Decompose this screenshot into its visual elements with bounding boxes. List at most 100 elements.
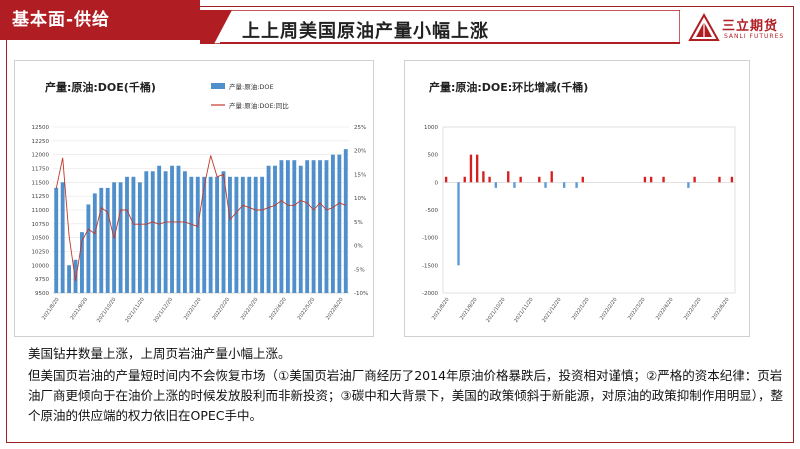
section-tab: 基本面-供给 — [0, 0, 200, 40]
change-bar — [494, 182, 497, 188]
production-bar — [60, 182, 65, 293]
production-bar — [330, 154, 335, 293]
production-bar — [279, 160, 284, 293]
change-bar — [562, 182, 566, 188]
y-right-tick-label: 0% — [354, 244, 363, 250]
x-tick-label: 2021/10/20 — [485, 297, 506, 324]
change-bar — [687, 182, 690, 188]
y-left-tick-label: 12500 — [32, 125, 50, 131]
page-title: 上上周美国原油产量小幅上涨 — [242, 21, 489, 42]
x-tick-label: 2021/11/20 — [513, 297, 534, 324]
production-bar — [253, 176, 258, 293]
commentary-line-1: 美国钻井数量上涨，上周页岩油产量小幅上涨。 — [28, 346, 291, 361]
y-left-tick-label: 9750 — [35, 277, 49, 283]
change-bar — [693, 176, 696, 183]
x-tick-label: 2021/10/20 — [96, 297, 117, 324]
x-tick-label: 2022/6/20 — [711, 297, 731, 321]
company-logo: 三立期货 SANLI FUTURES — [688, 10, 798, 46]
production-bar — [86, 204, 91, 293]
change-bar — [649, 176, 653, 183]
legend-label-bar: 产量:原油:DOE — [229, 82, 274, 91]
x-tick-label: 2022/1/20 — [571, 297, 591, 321]
production-chart: 产量:原油:DOE 产量:原油:DOE:同比 9500 9750 10000 1025… — [32, 82, 369, 324]
production-bar — [298, 165, 303, 293]
x-tick-label: 2021/9/20 — [69, 297, 89, 321]
mountain-logo-icon — [688, 12, 720, 41]
change-bar — [519, 176, 522, 183]
production-bar — [221, 171, 226, 293]
production-bar — [105, 187, 110, 293]
change-bar — [575, 182, 578, 188]
production-bar — [247, 176, 252, 293]
chart-title-change: 产量:原油:DOE:环比增减(千桶) — [429, 81, 589, 94]
production-bar — [208, 176, 213, 293]
change-bar — [581, 176, 584, 183]
y-right-tick-label: 5% — [354, 220, 363, 226]
production-bar — [157, 165, 162, 293]
change-bar — [550, 171, 553, 183]
production-bar — [234, 176, 239, 293]
x-tick-label: 2022/4/20 — [655, 297, 675, 321]
change-bar — [457, 182, 460, 266]
change-bar — [662, 176, 665, 183]
production-bar — [176, 165, 181, 293]
y-tick-label: 0 — [435, 180, 439, 186]
production-bar — [240, 176, 245, 293]
production-bar — [305, 160, 310, 293]
x-tick-label: 2022/5/20 — [297, 297, 317, 321]
production-bar — [285, 160, 290, 293]
production-chart-panel: 产量:原油:DOE(千桶) 产量:原油:DOE 产量:原油:DOE:同比 950… — [14, 60, 374, 337]
production-bar — [54, 187, 59, 293]
production-bar — [131, 176, 136, 293]
y-right-tick-label: 25% — [354, 125, 366, 131]
y-left-tick-label: 11500 — [32, 180, 50, 186]
y-left-tick-label: 12000 — [32, 153, 50, 159]
plot-area — [442, 126, 736, 294]
change-bar — [730, 176, 734, 183]
y-left-tick-label: 10250 — [32, 250, 50, 256]
production-bar — [163, 171, 168, 293]
production-bar — [343, 149, 348, 293]
x-tick-label: 2022/5/20 — [683, 297, 703, 321]
change-bar — [488, 176, 491, 183]
production-bar — [92, 193, 97, 293]
production-bar — [273, 165, 277, 293]
production-bar — [311, 160, 316, 293]
production-bar — [150, 171, 155, 293]
x-tick-label: 2021/12/20 — [153, 297, 174, 324]
commentary: 美国钻井数量上涨，上周页岩油产量小幅上涨。 但美国页岩油的产量短时间内不会恢复市… — [28, 344, 788, 426]
production-bar — [125, 176, 129, 293]
legend-label-line: 产量:原油:DOE:同比 — [229, 101, 289, 110]
production-bar — [67, 265, 72, 293]
production-bar — [337, 154, 342, 293]
y-left-tick-label: 12250 — [32, 139, 50, 145]
y-tick-label: -500 — [426, 208, 439, 214]
chart-title-production: 产量:原油:DOE(千桶) — [45, 81, 156, 94]
change-chart-panel: 产量:原油:DOE:环比增减(千桶) 1000 500 0 -500 -1000 -150… — [404, 60, 750, 337]
yoy-line — [55, 155, 346, 282]
y-tick-label: -1000 — [422, 236, 438, 242]
commentary-line-2: 但美国页岩油的产量短时间内不会恢复市场（①美国页岩油厂商经历了2014年原油价格… — [28, 368, 783, 423]
x-tick-label: 2021/8/20 — [431, 297, 451, 321]
y-left-tick-label: 10750 — [32, 222, 50, 228]
y-tick-label: -2000 — [422, 291, 438, 297]
x-tick-label: 2022/4/20 — [268, 297, 288, 321]
change-bar — [538, 176, 541, 183]
y-tick-label: -1500 — [422, 263, 438, 269]
x-tick-label: 2021/8/20 — [41, 297, 61, 321]
x-tick-label: 2021/11/20 — [124, 297, 145, 324]
logo-text-cn: 三立期货 — [722, 19, 779, 34]
x-tick-label: 2021/12/20 — [541, 297, 562, 324]
y-left-tick-label: 10000 — [32, 263, 50, 269]
slide-frame — [6, 6, 794, 443]
y-right-tick-label: 10% — [354, 196, 366, 202]
y-right-tick-label: -10% — [354, 291, 368, 297]
y-left-tick-label: 11000 — [32, 208, 50, 214]
production-bar — [202, 176, 207, 293]
x-tick-label: 2022/2/20 — [599, 297, 619, 321]
production-bar — [292, 160, 297, 293]
change-bar — [544, 182, 547, 188]
production-bar — [170, 165, 174, 293]
header: 基本面-供给 上上周美国原油产量小幅上涨 三立期货 SANLI FUTURES — [0, 0, 800, 50]
